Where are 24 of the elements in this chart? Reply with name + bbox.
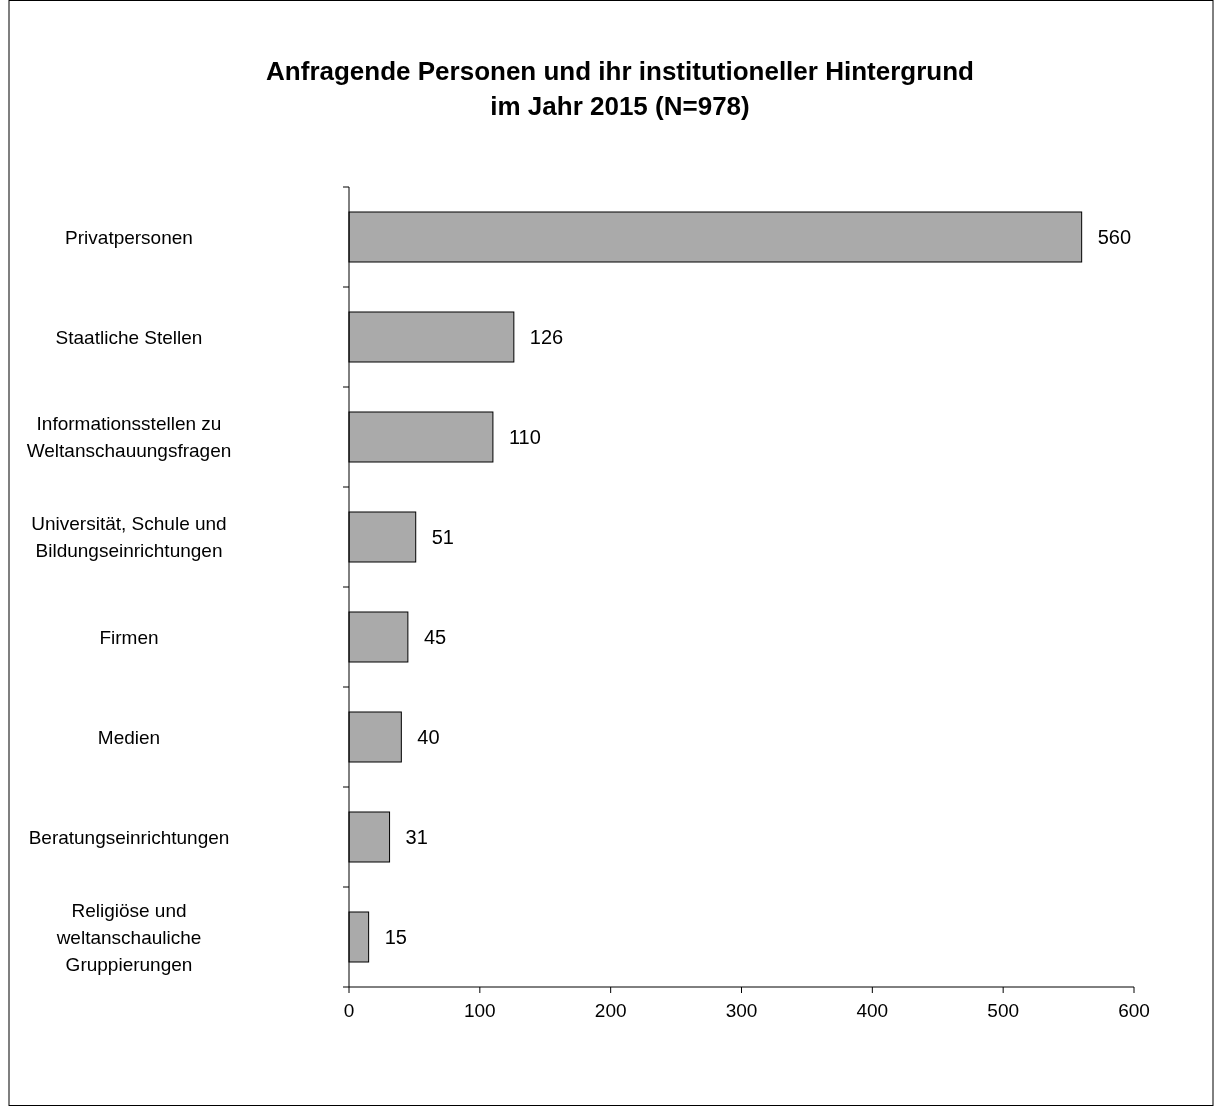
x-tick-label: 400 — [856, 1000, 889, 1021]
data-label: 126 — [529, 326, 564, 348]
y-tick-label: Privatpersonen — [65, 226, 193, 248]
x-tick-label: 100 — [463, 1000, 496, 1021]
data-label: 110 — [508, 426, 541, 448]
x-tick-label: 500 — [987, 1000, 1020, 1021]
y-tick-label: Beratungseinrichtungen — [28, 826, 230, 848]
y-tick-label: Religiöse und weltanschauliche Gruppierungen — [55, 899, 202, 975]
data-label: 31 — [405, 826, 428, 848]
y-tick-label: Medien — [97, 726, 161, 748]
y-tick-label: Firmen — [99, 626, 159, 648]
y-tick-label: Staatliche Stellen — [55, 326, 203, 348]
data-label: 40 — [417, 726, 440, 748]
x-tick-label: 600 — [1118, 1000, 1150, 1021]
y-tick-label: Universität, Schule und Bildungseinrichtungen — [31, 513, 227, 561]
chart-title: Anfragende Personen und ihr institutioneller Hintergrund im Jahr 2015 (N=978) — [266, 56, 974, 121]
x-tick-label: 300 — [725, 1000, 758, 1021]
data-label: 560 — [1097, 226, 1132, 248]
x-tick-label: 200 — [594, 1000, 627, 1021]
data-label: 51 — [431, 526, 454, 548]
y-tick-label: Informationsstellen zu Weltanschauungsfragen — [26, 413, 232, 461]
x-tick-label: 0 — [343, 1000, 355, 1021]
data-label: 45 — [423, 626, 447, 648]
data-label: 15 — [384, 926, 407, 948]
